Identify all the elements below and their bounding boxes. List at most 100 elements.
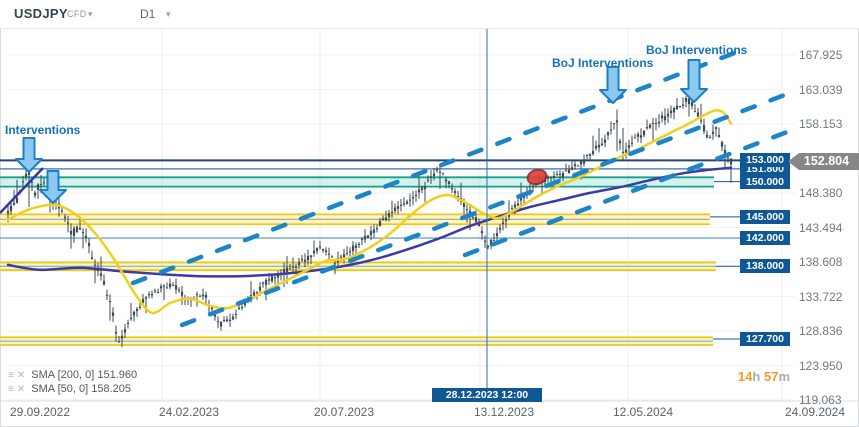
candle-body	[612, 123, 616, 125]
candle-body	[501, 222, 505, 225]
candle-body	[666, 113, 670, 117]
candle-body	[27, 171, 31, 175]
candle-body	[369, 230, 373, 236]
candle-body	[84, 235, 88, 238]
channel-top-dashed-trendline[interactable]	[130, 46, 748, 286]
candle-body	[399, 204, 403, 206]
candle-body	[60, 210, 64, 212]
candle-body	[33, 192, 37, 196]
candle-body	[495, 233, 499, 237]
candle-body	[465, 209, 469, 211]
candle-body	[282, 269, 286, 273]
intervention-down-arrow[interactable]	[599, 66, 627, 104]
candle-body	[672, 108, 676, 113]
candle-body	[669, 110, 673, 114]
candle-body	[375, 228, 379, 230]
price-level-label[interactable]: 142.000	[740, 231, 790, 246]
candle-body	[549, 177, 553, 179]
candle-body	[303, 259, 307, 262]
price-level-label[interactable]: 138.000	[740, 259, 790, 274]
candle-body	[210, 307, 214, 309]
indicator-close-icon[interactable]: ✕	[16, 384, 26, 395]
candle-body	[450, 187, 454, 190]
candle-body	[426, 179, 430, 181]
candle-body	[678, 106, 682, 108]
candle-body	[462, 202, 466, 207]
candle-body	[21, 181, 25, 183]
intervention-down-arrow[interactable]	[680, 59, 708, 103]
price-level-label[interactable]: 150.000	[740, 174, 790, 189]
candle-body	[582, 160, 586, 164]
indicator-settings-icon[interactable]: ≡	[8, 370, 14, 381]
candle-body	[66, 222, 70, 224]
candle-body	[657, 121, 661, 124]
channel-bottom-dashed-trendline[interactable]	[462, 126, 798, 258]
candle-body	[453, 191, 457, 193]
channel-mid-dashed-trendline[interactable]	[179, 88, 798, 328]
indicator-settings-icon[interactable]: ≡	[8, 384, 14, 395]
candle-body	[471, 217, 475, 219]
candle-body	[363, 236, 367, 240]
timeframe-dropdown-caret[interactable]: ▾	[166, 9, 171, 19]
candle-body	[636, 134, 640, 137]
intervention-down-arrow[interactable]	[39, 170, 67, 204]
symbol-dropdown-caret[interactable]: ▾	[88, 9, 93, 19]
candle-body	[696, 112, 700, 117]
candle-body	[498, 227, 502, 230]
candle-body	[177, 289, 181, 291]
sma200-name: SMA [200, 0]	[31, 369, 95, 381]
price-level-label[interactable]: 145.000	[740, 209, 790, 224]
sma200-value: 151.960	[97, 369, 138, 381]
candle-body	[726, 157, 730, 159]
candle-body	[255, 292, 259, 294]
price-axis-tick: 119.063	[799, 393, 842, 407]
candle-body	[120, 335, 124, 339]
candle-body	[264, 280, 268, 285]
candle-body	[708, 137, 712, 139]
timeframe-selector[interactable]: D1	[140, 7, 156, 21]
candle-body	[687, 98, 691, 105]
candle-body	[36, 184, 40, 190]
candle-body	[312, 250, 316, 254]
candle-body	[288, 268, 292, 270]
intervention-marker-oval[interactable]	[526, 168, 548, 186]
candle-body	[378, 220, 382, 226]
candle-body	[474, 217, 478, 222]
indicator-legend-sma200: ≡ ✕ SMA [200, 0] 151.960	[8, 369, 137, 382]
candle-body	[609, 129, 613, 131]
candle-body	[144, 297, 148, 299]
intervention-down-arrow[interactable]	[15, 137, 43, 173]
candle-body	[639, 135, 643, 138]
indicator-close-icon[interactable]: ✕	[16, 370, 26, 381]
annotation-text: BoJ Interventions	[552, 56, 654, 70]
candle-body	[225, 319, 229, 322]
candle-body	[408, 199, 412, 201]
candle-body	[132, 311, 136, 316]
candle-body	[273, 277, 277, 279]
candle-body	[198, 295, 202, 297]
candle-body	[267, 279, 271, 281]
candle-body	[201, 294, 205, 297]
candle-body	[489, 239, 493, 246]
candle-body	[597, 144, 601, 148]
symbol-name[interactable]: USDJPY	[14, 6, 68, 21]
price-level-label[interactable]: 127.700	[740, 332, 790, 347]
candle-body	[723, 149, 727, 154]
trendline[interactable]	[0, 167, 44, 214]
price-level-label[interactable]: 153.000	[740, 153, 790, 168]
candle-body	[591, 150, 595, 154]
candle-body	[87, 242, 91, 247]
price-zone	[0, 177, 714, 187]
candle-body	[564, 170, 568, 172]
candle-body	[504, 219, 508, 222]
candle-body	[663, 116, 667, 121]
candle-body	[204, 294, 208, 298]
candle-body	[585, 155, 589, 157]
candle-body	[360, 238, 364, 240]
candle-body	[357, 244, 361, 246]
date-axis-tick: 24.02.2023	[158, 405, 220, 419]
candle-body	[558, 174, 562, 176]
candle-body	[654, 123, 658, 125]
